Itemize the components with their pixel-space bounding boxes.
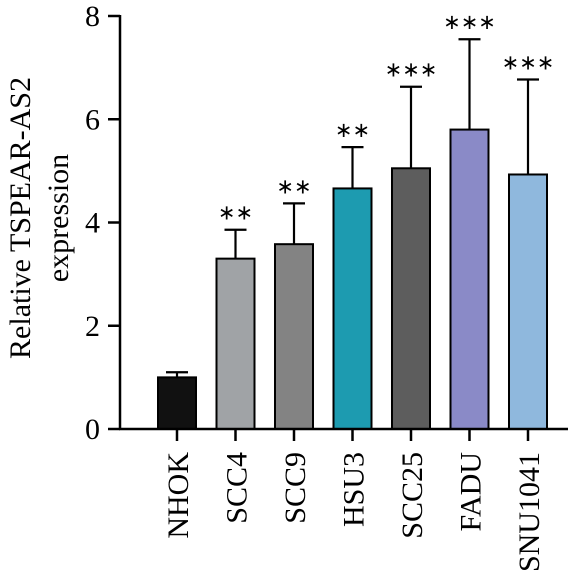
bar-scc25	[391, 167, 431, 430]
y-axis-label: Relative TSPEAR-AS2 expression	[4, 77, 75, 359]
significance-label: ∗∗∗	[385, 58, 438, 82]
x-tick-label-scc4: SCC4	[221, 452, 254, 524]
x-tick-label-nhok: NHOK	[162, 452, 195, 539]
significance-label: ∗∗	[335, 118, 370, 142]
x-tick-label-fadu: FADU	[455, 452, 488, 532]
x-tick-label-snu1041: SNU1041	[513, 452, 546, 572]
bar-snu1041	[508, 173, 548, 430]
y-tick-label: 8	[85, 0, 100, 33]
significance-label: ∗∗∗	[443, 10, 496, 34]
bar-scc9	[274, 243, 314, 430]
y-tick-label: 0	[85, 413, 100, 446]
significance-label: ∗∗	[276, 174, 311, 198]
y-axis-label-line-1: Relative TSPEAR-AS2	[4, 77, 37, 359]
x-tick-label-scc9: SCC9	[279, 452, 312, 524]
bar-hsu3	[332, 187, 373, 430]
y-tick-label: 2	[85, 310, 100, 343]
y-tick-label: 6	[85, 103, 100, 136]
x-tick-label-hsu3: HSU3	[338, 452, 371, 527]
x-axis: NHOK SCC4 SCC9 HSU3 SCC25 FADU SNU1041	[119, 427, 568, 572]
significance-label: ∗∗∗	[502, 50, 555, 74]
y-tick-label: 4	[85, 207, 100, 240]
y-axis: 0 2 4 6 8	[85, 0, 122, 446]
x-tick-label-scc25: SCC25	[396, 452, 429, 539]
y-axis-label-line-2: expression	[42, 154, 75, 282]
bar-nhok	[157, 376, 197, 430]
bar-fadu	[449, 128, 490, 430]
bar-scc4	[215, 257, 256, 431]
significance-label: ∗∗	[218, 201, 253, 225]
bars: ∗∗∗∗∗∗∗∗∗∗∗∗∗∗∗	[157, 10, 555, 431]
